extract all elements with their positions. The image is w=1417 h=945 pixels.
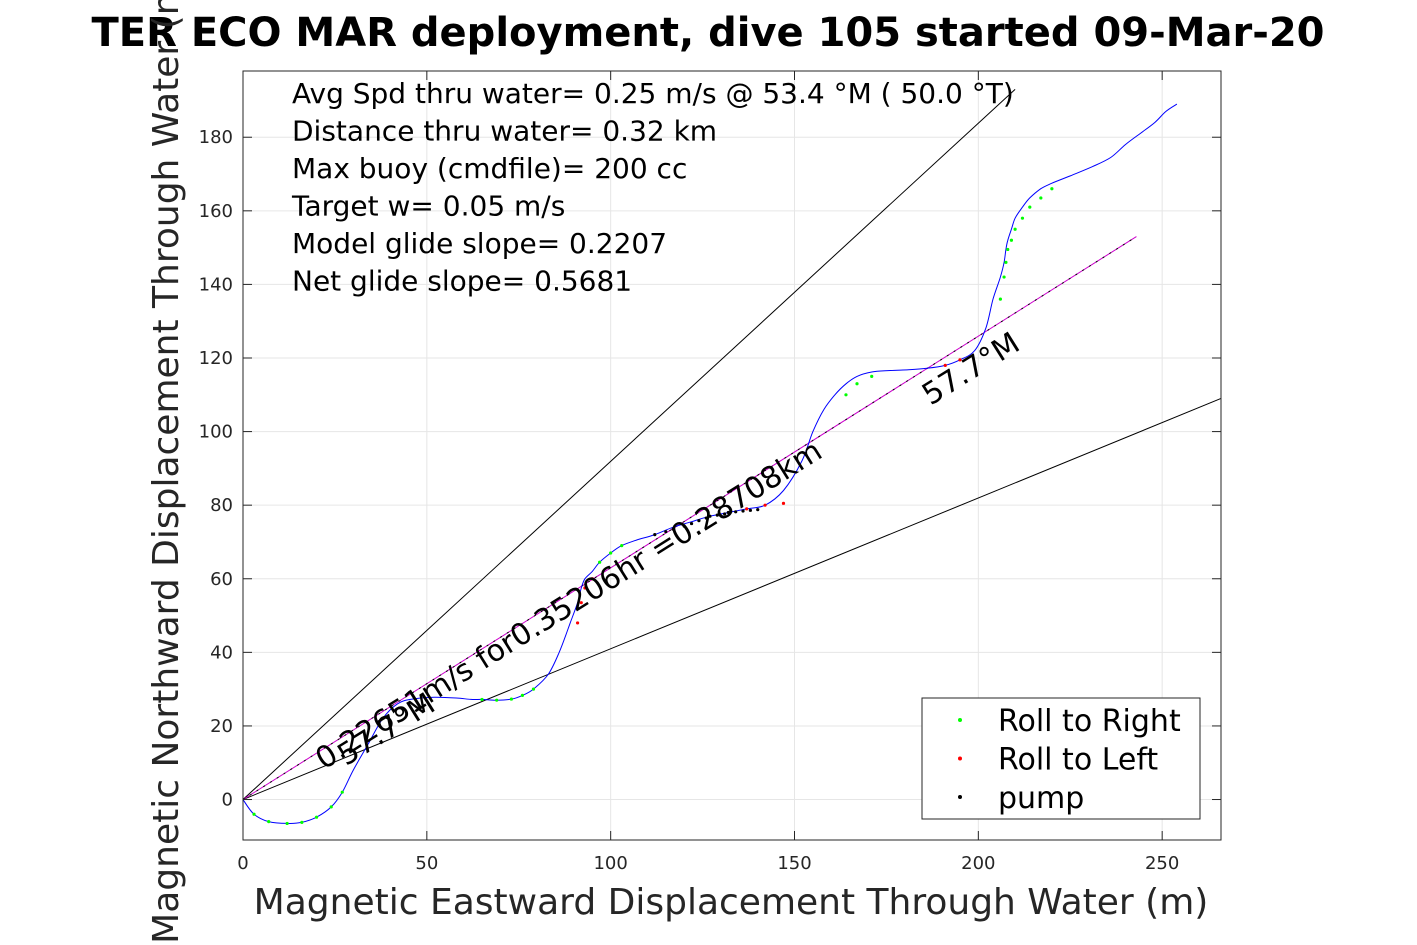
roll-left-point [781,501,786,505]
roll-right-point [1002,275,1006,279]
pump-point [664,530,668,534]
y-tick-label: 180 [199,127,233,148]
pump-point [697,519,701,523]
roll-right-point [620,544,624,548]
reference-line [242,236,1137,800]
x-tick-label: 150 [777,853,811,874]
legend-box [921,697,1201,820]
y-tick-label: 100 [199,422,233,443]
roll-right-point [598,560,602,564]
x-tick-label: 100 [593,853,627,874]
legend-marker [958,756,962,761]
roll-right-point [1020,216,1025,220]
roll-right-point [267,820,271,824]
roll-left-point [958,358,962,362]
roll-left-point [763,503,767,507]
roll-left-point [943,363,947,367]
roll-right-point [1004,260,1008,264]
roll-right-point [314,815,319,819]
roll-right-point [1009,238,1014,242]
roll-right-point [855,382,859,386]
y-tick-label: 0 [222,790,233,811]
info-line: Distance thru water= 0.32 km [292,115,717,148]
roll-right-point [285,821,289,826]
roll-right-point [300,820,304,824]
roll-right-point [480,697,484,702]
y-tick-label: 20 [210,716,233,737]
pump-point [723,512,727,516]
roll-right-point [1006,247,1010,252]
pump-point [726,510,730,515]
roll-right-point [844,393,848,397]
roll-left-point [745,507,749,511]
info-line: Avg Spd thru water= 0.25 m/s @ 53.4 °M (… [292,77,1014,110]
pump-point [653,533,657,537]
pump-point [682,524,686,528]
legend-marker [958,718,962,722]
legend-marker [958,795,962,799]
x-tick-label: 250 [1145,853,1179,874]
chart-title: TER ECO MAR deployment, dive 105 started… [91,10,1324,56]
pump-point [748,508,752,512]
legend-label: Roll to Left [998,743,1158,778]
y-tick-label: 40 [210,642,233,663]
pump-point [704,516,708,520]
x-tick-label: 50 [415,853,438,874]
y-tick-label: 140 [199,274,233,295]
y-tick-label: 120 [199,348,233,369]
reference-line [242,89,1016,800]
roll-right-point [329,805,333,809]
roll-right-point [509,697,513,701]
y-axis-label: Magnetic Northward Displacement Through … [146,0,187,944]
pump-point [741,509,745,513]
info-line: Model glide slope= 0.2207 [292,227,667,260]
marker-points [252,187,1054,826]
reference-line [242,398,1222,800]
pump-point [715,513,719,517]
pump-point [708,514,712,518]
roll-right-point [1050,187,1054,191]
legend-label: pump [998,781,1084,816]
grid [242,71,1221,840]
x-tick-label: 200 [961,853,995,874]
roll-right-point [252,812,256,816]
y-tick-label: 160 [199,201,233,222]
pump-point [734,510,738,514]
pump-point [756,507,760,512]
axes-frame [242,70,1222,841]
pump-point [671,527,675,531]
roll-right-point [998,297,1002,301]
roll-right-point [1039,196,1043,200]
roll-right-point [531,687,536,691]
roll-right-point [340,790,344,794]
roll-right-point [495,698,499,702]
roll-left-point [575,621,580,625]
roll-left-point [583,586,587,590]
roll-right-point [520,693,525,697]
info-line: Net glide slope= 0.5681 [292,265,632,298]
axis-ticks: 0 50 100 150 200 250 0 20 40 60 80 100 120 140 160 180 [199,71,1221,874]
x-axis-label: Magnetic Eastward Displacement Through W… [254,882,1209,923]
pump-point [689,521,694,526]
info-line: Max buoy (cmdfile)= 200 cc [292,152,687,185]
x-tick-label: 0 [237,853,248,874]
info-text-block: Avg Spd thru water= 0.25 m/s @ 53.4 °M (… [291,77,1014,298]
roll-left-point [590,577,594,581]
roll-right-point [1013,227,1017,231]
roll-right-point [1028,205,1032,209]
roll-right-point [609,551,613,555]
legend-label: Roll to Right [998,704,1181,739]
y-tick-label: 60 [210,569,233,590]
roll-right-point [870,374,874,378]
reference-lines [242,89,1222,800]
info-line: Target w= 0.05 m/s [291,190,565,223]
y-tick-label: 80 [210,495,233,516]
roll-left-point [579,601,583,605]
